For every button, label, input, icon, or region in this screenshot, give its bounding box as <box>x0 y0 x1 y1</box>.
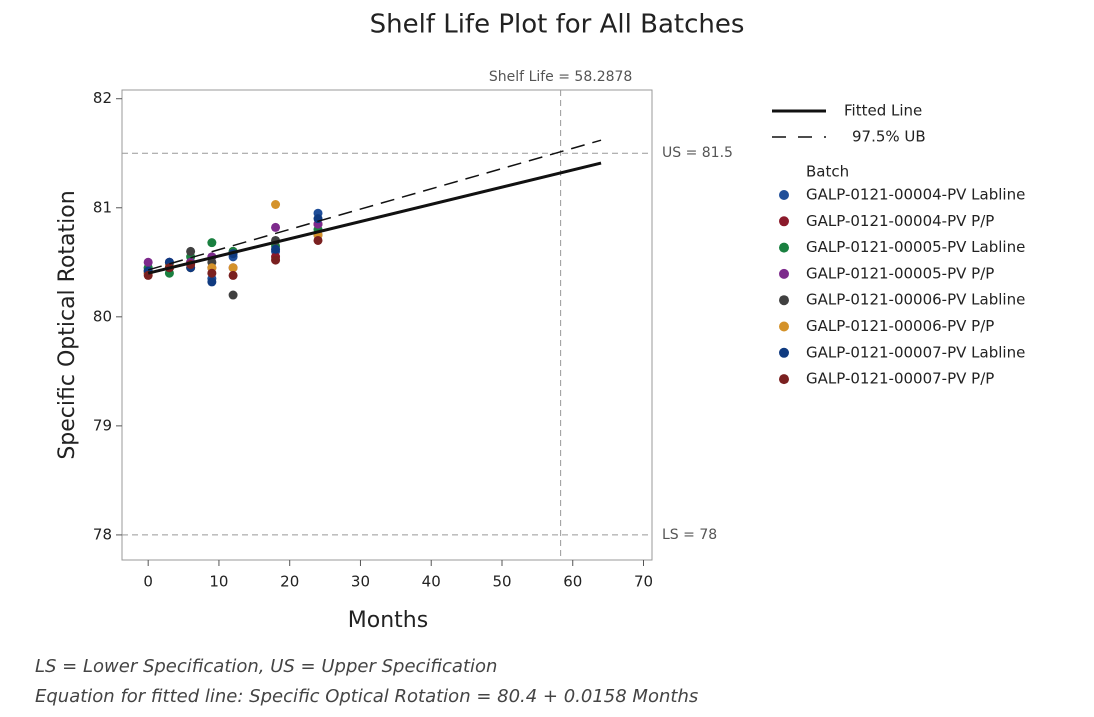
x-axis-label: Months <box>348 608 428 633</box>
legend-marker <box>779 190 789 200</box>
legend-marker <box>779 216 789 227</box>
legend-marker <box>779 374 789 385</box>
spec-label: US = 81.5 <box>662 145 733 161</box>
x-tick-label: 10 <box>209 573 228 591</box>
legend-label: GALP-0121-00004-PV Labline <box>806 186 1025 204</box>
legend-label: Fitted Line <box>844 102 922 120</box>
shelf-life-label: Shelf Life = 58.2878 <box>489 69 632 85</box>
footnote: LS = Lower Specification, US = Upper Spe… <box>35 656 497 677</box>
legend-label: GALP-0121-00007-PV P/P <box>806 370 994 388</box>
plot-frame <box>121 89 653 561</box>
point <box>228 270 238 280</box>
chart-title: Shelf Life Plot for All Batches <box>370 10 745 40</box>
spec-label: LS = 78 <box>662 527 717 543</box>
fit-line <box>147 139 602 271</box>
legend-label: GALP-0121-00007-PV Labline <box>806 343 1025 361</box>
x-tick-label: 40 <box>422 573 441 591</box>
fit-line <box>147 161 602 275</box>
footnote: Equation for fitted line: Specific Optic… <box>35 686 698 707</box>
x-tick-label: 70 <box>634 573 653 591</box>
y-tick-label: 80 <box>93 307 112 325</box>
point <box>228 263 238 273</box>
legend-label: GALP-0121-00006-PV Labline <box>806 291 1025 309</box>
y-axis-label: Specific Optical Rotation <box>55 190 80 459</box>
point <box>228 290 238 300</box>
legend-marker <box>779 347 789 358</box>
legend-label: 97.5% UB <box>852 128 926 146</box>
point <box>207 277 217 287</box>
legend-marker <box>779 321 789 332</box>
y-tick-label: 82 <box>93 89 112 107</box>
x-tick-label: 0 <box>143 573 153 591</box>
y-tick-label: 81 <box>93 198 112 216</box>
x-tick-label: 60 <box>563 573 582 591</box>
point <box>186 246 196 256</box>
y-tick-label: 79 <box>93 416 112 434</box>
x-tick-label: 20 <box>280 573 299 591</box>
point <box>271 222 281 232</box>
point <box>313 235 323 245</box>
x-tick-label: 30 <box>351 573 370 591</box>
y-tick-label: 78 <box>93 525 112 543</box>
legend-label: GALP-0121-00005-PV Labline <box>806 238 1025 256</box>
legend-label: GALP-0121-00005-PV P/P <box>806 264 994 282</box>
legend-marker <box>779 268 789 279</box>
point <box>271 200 281 210</box>
legend-marker <box>779 242 789 253</box>
point <box>207 268 217 278</box>
x-tick-label: 50 <box>492 573 511 591</box>
legend-label: GALP-0121-00004-PV P/P <box>806 212 994 230</box>
legend-label: GALP-0121-00006-PV P/P <box>806 317 994 335</box>
point <box>271 244 281 254</box>
point <box>271 255 281 265</box>
point <box>143 257 153 267</box>
legend-title: Batch <box>806 163 849 181</box>
legend-marker <box>779 295 789 306</box>
point <box>207 238 217 248</box>
